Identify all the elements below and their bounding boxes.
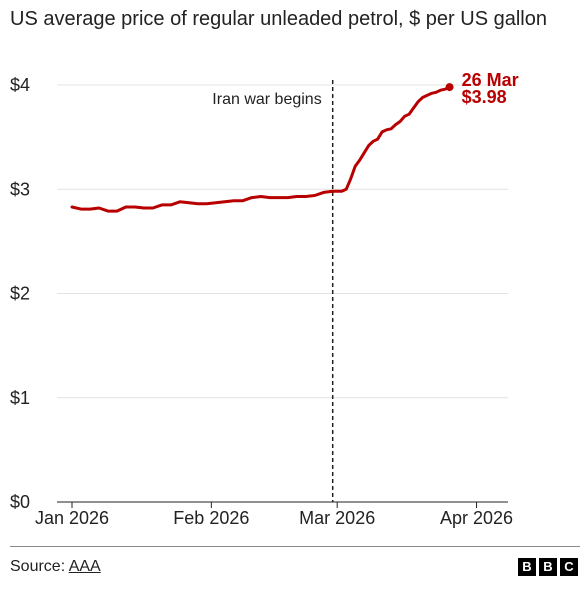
bbc-logo: B B C [518,558,578,576]
series-lines [70,83,454,213]
series-line-0 [70,85,452,213]
y-tick-label-3: $3 [10,179,30,199]
end-point [445,83,454,92]
end-value-label: $3.98 [462,87,507,107]
y-tick-label-1: $1 [10,388,30,408]
line-chart: $0 $1 $2 $3 $4 Jan 2026 Feb 2026 Mar 2026 Apr 2… [10,70,519,528]
x-tick-label-1: Feb 2026 [173,508,249,528]
end-label-group: 26 Mar$3.98 [462,70,519,107]
gridlines [57,84,508,399]
bbc-logo-letter-1: B [518,558,536,576]
x-axis: Jan 2026 Feb 2026 Mar 2026 Apr 2026 [35,501,513,528]
source-link[interactable]: AAA [68,558,101,575]
footer-divider [10,546,580,547]
source-note: Source: AAA [10,558,101,576]
annotation-vline: Iran war begins [212,80,334,502]
y-axis-tick-labels: $0 $1 $2 $3 $4 [10,75,30,512]
x-tick-label-2: Mar 2026 [299,508,375,528]
x-tick-label-3: Apr 2026 [440,508,513,528]
vline-label: Iran war begins [212,91,321,108]
bbc-logo-letter-3: C [560,558,578,576]
y-tick-label-2: $2 [10,284,30,304]
end-date-label: 26 Mar [462,70,519,90]
bbc-logo-letter-2: B [539,558,557,576]
x-tick-label-0: Jan 2026 [35,508,109,528]
y-tick-label-4: $4 [10,75,30,95]
y-tick-label-0: $0 [10,492,30,512]
source-prefix: Source: [10,558,69,575]
chart-title: US average price of regular unleaded pet… [10,8,547,30]
